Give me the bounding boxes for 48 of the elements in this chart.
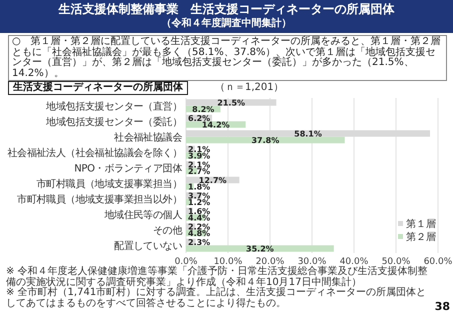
x-tick-label: 30.0% [298,257,327,267]
data-label: 58.1% [294,129,322,138]
data-label: 1.2% [188,198,210,207]
y-tick-label: 配置していない [114,240,182,252]
y-tick-label: NPO・ボランティア団体 [74,162,182,174]
x-tick-label: 10.0% [214,257,243,267]
x-tick-label: 20.0% [256,257,285,267]
data-label: 6.2% [188,114,210,123]
data-label: 37.8% [251,136,280,145]
data-label: 3.9% [188,151,210,160]
y-tick-label: 地域包括支援センター（直営） [45,100,182,112]
y-tick-label: 地域住民等の個人 [103,208,182,221]
bar [186,136,345,144]
data-label: 2.1% [188,160,210,170]
y-tick-label: 地域包括支援センター（委託） [45,116,182,128]
data-label: 2.2% [188,222,210,232]
data-label: 1.6% [188,206,210,216]
x-tick-label: 40.0% [340,257,369,267]
x-tick-label: 0.0% [174,257,198,267]
data-label: 2.1% [188,144,210,154]
data-label: 1.8% [188,182,210,192]
data-label: 2.7% [188,166,210,176]
y-tick-label: 社会福祉法人（社会福祉協議会を除く） [7,146,182,159]
text: ※ 全市町村（1,741市町村）に対する調査。上記は、生活支援コーディネーターの所属団体としてあてはまるものをすべて回答させることにより得たもの。 [6,287,428,309]
data-label: 3.7% [188,191,210,200]
y-tick-label: その他 [152,224,182,236]
chart-subtitle: （令和４年度調査中間集計） [160,18,292,30]
data-label: 2.3% [188,238,210,247]
text: 生活支援コーディネーターの所属団体 [8,81,188,95]
text: 38 [434,300,450,313]
x-tick-label: 50.0% [382,257,411,267]
y-tick-label: 市町村職員（地域支援事業担当以外） [17,193,182,206]
data-label: 4.4% [188,213,210,222]
text: ○ 第１層・第２層に配置している生活支援コーディネーターの所属をみると、第１層・第２層ともに「社会福祉協議会」が最も多く（58.1%、37.8%）、次いで第１層は「地域包括支援センター（直営）」が、第２層は「地域包括支援センター（委託）」が多かった（21.5%、14.2%）。 [8,35,447,81]
y-tick-label: 市町村職員（地域支援事業担当） [36,178,182,190]
data-label: 12.7% [198,176,227,185]
data-label: 21.5% [217,98,246,108]
legend-label: 第２層 [406,231,436,243]
text: ※ 令和４年度老人保健健康増進等事業「介護予防・日常生活支援総合事業及び生活支援体制整備の実施状況に関する調査研究事業」より作成（令和４年10月17日中間集計） [6,266,429,288]
text: （ｎ＝1,201） [215,82,284,94]
data-label: 14.2% [202,120,230,130]
data-label: 4.8% [188,228,210,238]
x-tick-label: 60.0% [424,257,453,267]
chart-title: 生活支援体制整備事業 生活支援コーディネーターの所属団体 [57,2,396,16]
data-label: 35.2% [246,244,274,254]
y-tick-label: 社会福祉協議会 [114,131,182,144]
data-label: 8.2% [192,104,214,114]
legend-label: 第１層 [406,218,436,230]
